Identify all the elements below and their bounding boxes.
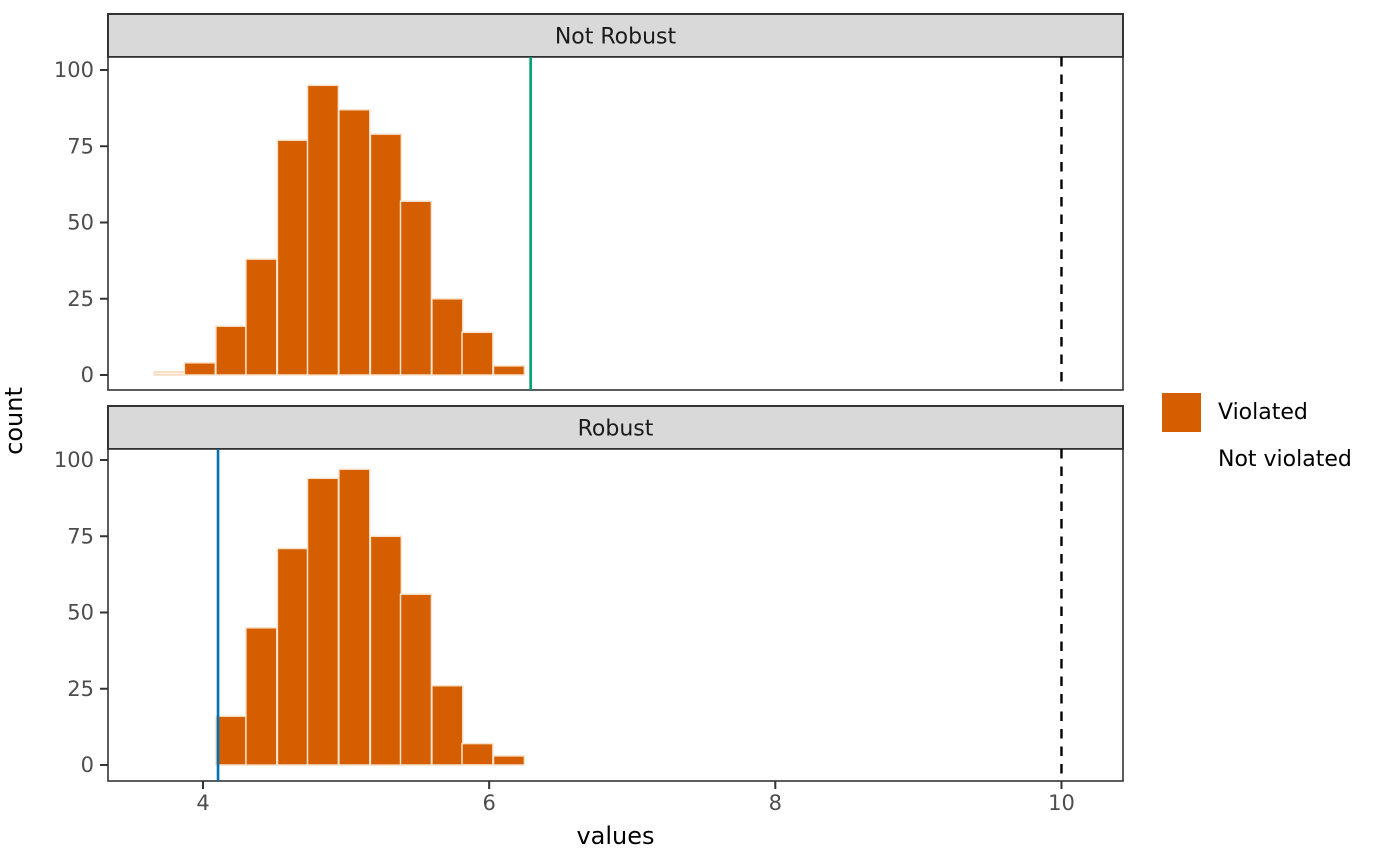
legend-item-not-violated: Not violated [1162, 439, 1352, 479]
y-tick-label: 25 [67, 677, 94, 701]
histogram-bar [492, 365, 526, 376]
x-tick-label: 8 [769, 791, 782, 815]
violated-swatch-icon [1162, 392, 1201, 432]
histogram-bar [215, 325, 248, 376]
histogram-bar [431, 684, 464, 766]
facet-strip [107, 13, 1124, 58]
facet-strip [107, 405, 1124, 450]
histogram-bar [245, 627, 278, 766]
y-tick-label: 75 [67, 134, 94, 158]
x-tick-label: 10 [1048, 791, 1075, 815]
histogram-bar [461, 331, 494, 376]
y-tick-label: 75 [67, 524, 94, 548]
y-tick-label: 50 [67, 211, 94, 235]
not-violated-swatch-icon [1162, 439, 1201, 479]
y-tick-label: 0 [81, 363, 94, 387]
histogram-bar [183, 362, 217, 376]
histogram-bar [276, 547, 310, 766]
y-tick-label: 25 [67, 287, 94, 311]
histogram-bar [399, 200, 433, 376]
histogram-bar [431, 298, 464, 376]
histogram-bar [338, 468, 371, 766]
facet-strip-label: Not Robust [555, 25, 677, 50]
x-axis-title: values [576, 822, 655, 850]
y-tick-label: 0 [81, 753, 94, 777]
y-tick-label: 100 [54, 58, 94, 82]
histogram-bar [306, 84, 340, 376]
legend-label: Violated [1218, 399, 1308, 425]
histogram-bar [245, 258, 278, 376]
histogram-bar [276, 139, 310, 376]
histogram-bar [399, 593, 433, 766]
histogram-bar [461, 742, 494, 766]
legend: Violated Not violated [1162, 392, 1352, 479]
histogram-bar [153, 371, 187, 376]
legend-label: Not violated [1218, 446, 1352, 472]
histogram-bar [492, 755, 526, 766]
y-tick-label: 100 [54, 448, 94, 472]
histogram-bar [369, 133, 403, 376]
x-tick-label: 6 [482, 791, 495, 815]
facet-strip-label: Robust [578, 417, 654, 442]
x-tick-label: 4 [196, 791, 209, 815]
y-tick-label: 50 [67, 601, 94, 625]
histogram-bar [338, 108, 371, 376]
histogram-bar [369, 535, 403, 766]
histogram-bar [306, 477, 340, 766]
y-axis-title: count [0, 387, 28, 455]
legend-item-violated: Violated [1162, 392, 1352, 432]
histogram-bar [215, 715, 248, 766]
